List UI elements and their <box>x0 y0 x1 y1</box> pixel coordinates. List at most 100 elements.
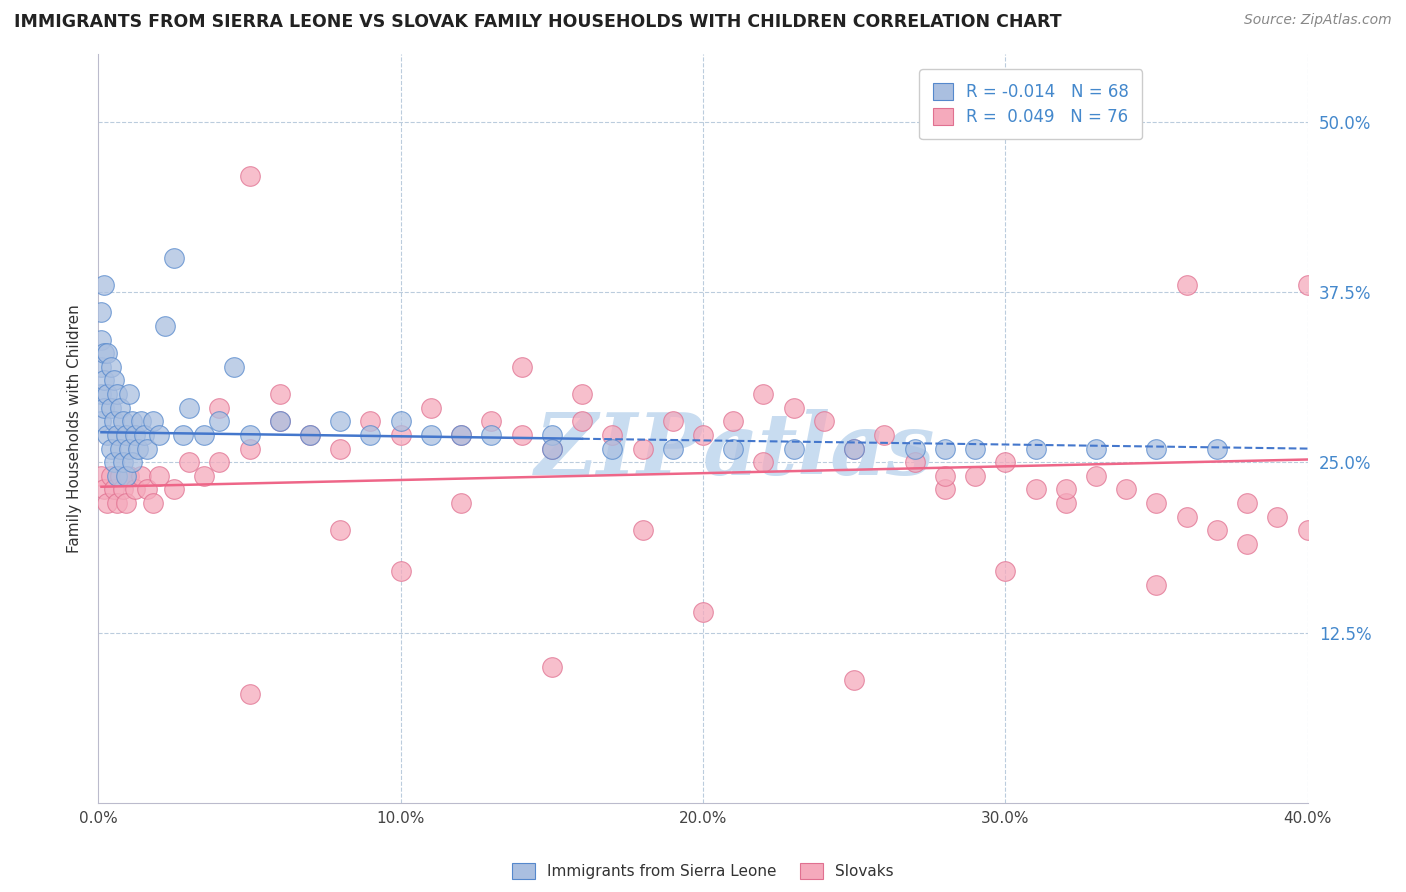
Point <box>1024 483 1046 497</box>
Point <box>965 442 987 456</box>
Point <box>844 442 866 456</box>
Point <box>1085 468 1108 483</box>
Point <box>108 401 131 415</box>
Point <box>1085 442 1108 456</box>
Point <box>96 496 118 510</box>
Point <box>100 401 122 415</box>
Point <box>239 442 262 456</box>
Point <box>481 414 503 428</box>
Point <box>135 483 157 497</box>
Point <box>723 414 745 428</box>
Point <box>163 483 186 497</box>
Point <box>239 428 262 442</box>
Point <box>904 455 927 469</box>
Point <box>783 442 806 456</box>
Point <box>360 414 382 428</box>
Point <box>239 169 262 183</box>
Point <box>299 428 322 442</box>
Point <box>813 414 835 428</box>
Point <box>111 414 134 428</box>
Point <box>124 483 146 497</box>
Point <box>965 468 987 483</box>
Point <box>389 564 412 578</box>
Point <box>135 442 157 456</box>
Point <box>510 428 533 442</box>
Point <box>783 401 806 415</box>
Point <box>269 387 291 401</box>
Point <box>118 468 141 483</box>
Point <box>193 468 215 483</box>
Point <box>299 428 322 442</box>
Point <box>329 524 352 538</box>
Point <box>105 428 128 442</box>
Point <box>208 414 231 428</box>
Point <box>1144 442 1167 456</box>
Point <box>90 387 112 401</box>
Point <box>631 442 654 456</box>
Point <box>100 359 122 374</box>
Point <box>360 428 382 442</box>
Point <box>179 455 201 469</box>
Legend: Immigrants from Sierra Leone, Slovaks: Immigrants from Sierra Leone, Slovaks <box>506 857 900 885</box>
Point <box>752 455 775 469</box>
Point <box>90 359 112 374</box>
Point <box>1206 524 1229 538</box>
Point <box>121 414 143 428</box>
Point <box>93 346 115 360</box>
Point <box>93 278 115 293</box>
Point <box>389 414 412 428</box>
Point <box>329 442 352 456</box>
Point <box>153 318 176 333</box>
Point <box>127 442 149 456</box>
Point <box>108 468 131 483</box>
Point <box>142 414 165 428</box>
Point <box>100 468 122 483</box>
Point <box>1115 483 1137 497</box>
Point <box>1144 496 1167 510</box>
Point <box>208 401 231 415</box>
Point <box>96 387 118 401</box>
Point <box>540 659 562 673</box>
Point <box>132 428 155 442</box>
Point <box>420 401 443 415</box>
Point <box>93 483 115 497</box>
Point <box>420 428 443 442</box>
Point <box>1175 509 1198 524</box>
Point <box>752 387 775 401</box>
Point <box>631 524 654 538</box>
Point <box>481 428 503 442</box>
Point <box>692 428 714 442</box>
Point <box>329 414 352 428</box>
Point <box>904 442 927 456</box>
Point <box>269 414 291 428</box>
Point <box>540 442 562 456</box>
Point <box>93 401 115 415</box>
Point <box>1024 442 1046 456</box>
Point <box>1296 278 1319 293</box>
Point <box>1054 483 1077 497</box>
Point <box>224 359 246 374</box>
Point <box>103 374 125 388</box>
Point <box>111 455 134 469</box>
Point <box>844 673 866 688</box>
Point <box>118 387 141 401</box>
Point <box>540 428 562 442</box>
Text: ZIP: ZIP <box>536 409 703 492</box>
Point <box>96 346 118 360</box>
Point <box>661 442 683 456</box>
Point <box>208 455 231 469</box>
Point <box>163 251 186 265</box>
Point <box>108 442 131 456</box>
Point <box>602 442 624 456</box>
Point <box>148 468 170 483</box>
Point <box>105 468 128 483</box>
Point <box>1144 578 1167 592</box>
Text: atlas: atlas <box>703 409 935 492</box>
Point <box>172 428 194 442</box>
Point <box>1236 496 1258 510</box>
Text: Source: ZipAtlas.com: Source: ZipAtlas.com <box>1244 13 1392 28</box>
Point <box>142 496 165 510</box>
Point <box>571 387 593 401</box>
Point <box>934 468 956 483</box>
Point <box>450 496 472 510</box>
